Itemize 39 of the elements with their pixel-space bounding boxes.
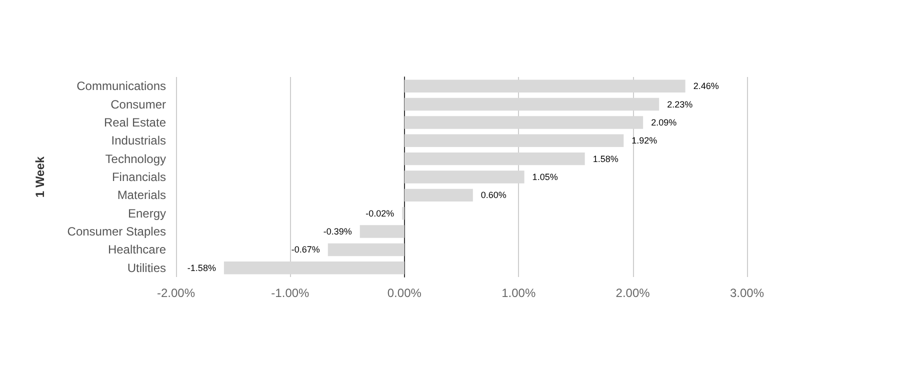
x-tick-label: 0.00% <box>387 286 422 300</box>
y-tick-label: Technology <box>105 152 166 166</box>
data-label: 0.60% <box>480 190 506 200</box>
data-label: 2.23% <box>667 99 693 110</box>
data-label: -1.58% <box>187 262 216 273</box>
x-tick-label: 1.00% <box>502 286 536 300</box>
y-tick-label: Healthcare <box>108 242 166 257</box>
y-tick-label: Utilities <box>127 260 166 275</box>
data-label: 2.09% <box>651 117 677 128</box>
y-tick-label: Industrials <box>111 134 166 148</box>
y-tick-label: Consumer Staples <box>67 224 166 239</box>
x-tick-label: -1.00% <box>271 286 310 300</box>
y-tick-label: Materials <box>117 188 166 202</box>
data-label: -0.67% <box>291 244 320 255</box>
y-tick-label: Consumer <box>110 97 166 112</box>
data-label: 1.92% <box>632 136 658 146</box>
x-tick-label: -2.00% <box>156 286 196 300</box>
data-label: 2.46% <box>693 81 719 92</box>
bar <box>328 243 404 256</box>
data-label: 1.58% <box>592 154 618 164</box>
y-axis-title: 1 Week <box>33 156 47 198</box>
data-label: 1.05% <box>532 172 558 182</box>
bar <box>404 80 686 92</box>
x-tick-label: 2.00% <box>616 286 650 300</box>
bar <box>224 262 404 274</box>
y-tick-label: Communications <box>76 79 166 94</box>
bar <box>404 170 524 184</box>
y-tick-label: Financials <box>112 170 166 184</box>
data-label: -0.39% <box>323 226 352 237</box>
bar <box>404 116 644 129</box>
bar <box>404 98 660 111</box>
data-label: -0.02% <box>366 208 394 218</box>
x-tick-label: 3.00% <box>730 286 764 300</box>
bar <box>360 225 404 238</box>
bar <box>404 152 585 166</box>
bar <box>404 134 624 147</box>
y-tick-label: Energy <box>128 206 166 220</box>
y-tick-label: Real Estate <box>104 115 166 130</box>
bar <box>404 188 473 202</box>
